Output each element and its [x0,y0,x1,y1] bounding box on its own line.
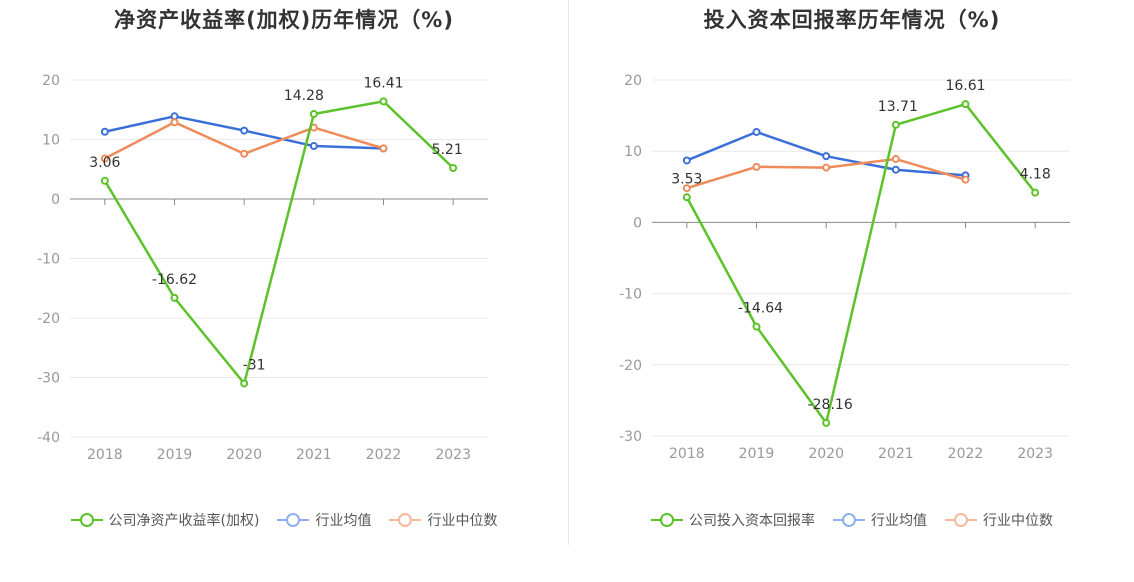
legend-label: 行业均值 [315,513,372,529]
chart-title: 净资产收益率(加权)历年情况（%) [114,8,454,32]
series-line [686,157,966,190]
y-tick-label: -30 [619,429,642,445]
x-tick-label: 2023 [1017,446,1053,462]
legend-item-industry-mean[interactable]: 行业均值 [833,510,927,530]
data-label: -28.16 [808,397,853,413]
data-point [961,100,970,109]
legend-label: 行业中位数 [427,513,498,529]
data-point [752,127,761,136]
series-line [103,100,455,385]
panel-divider [568,0,569,545]
data-label: 16.41 [363,75,403,91]
data-point [891,165,900,174]
chart-legend: 公司投入资本回报率 行业均值 行业中位数 [570,510,1134,530]
data-label: 3.53 [671,171,702,187]
x-tick-label: 2020 [226,447,262,463]
y-tick-label: -10 [37,252,60,268]
y-tick-label: -20 [37,311,60,327]
y-tick-label: -20 [619,358,642,374]
data-point [100,154,109,163]
data-point [891,120,900,129]
data-point [240,126,249,135]
y-tick-label: 10 [624,144,642,160]
data-point [240,149,249,158]
x-tick-label: 2018 [87,447,123,463]
data-point [682,193,691,202]
legend-label: 行业均值 [871,513,927,529]
chart-title: 投入资本回报率历年情况（%) [703,8,1001,32]
y-tick-label: 0 [633,215,642,231]
x-tick-label: 2019 [739,446,775,462]
data-label: 14.28 [284,88,324,104]
legend-label: 公司投入资本回报率 [689,513,815,529]
data-point [379,97,388,106]
y-tick-label: -30 [37,371,60,387]
data-point [309,142,318,151]
legend-item-industry-median[interactable]: 行业中位数 [389,510,497,530]
legend-item-industry-median[interactable]: 行业中位数 [945,510,1053,530]
data-point [891,155,900,164]
data-label: 16.61 [945,78,985,94]
x-tick-label: 2021 [878,446,914,462]
data-point [961,175,970,184]
data-label: -16.62 [152,272,197,288]
data-point [1031,188,1040,197]
legend-line-icon [833,513,865,527]
chart-roe-plot: 20 10 0 -10 -20 -30 -40 2018 2019 2020 2021 2022 202… [37,73,488,463]
y-tick-label: -10 [619,287,642,303]
chart-roe-panel: 净资产收益率(加权)历年情况（%) 20 10 0 -10 -20 -30 -40 2018 2… [0,8,568,530]
legend-label: 行业中位数 [983,513,1053,529]
data-point [822,163,831,172]
series-line [685,102,1037,425]
x-tick-label: 2022 [948,446,984,462]
legend-item-industry-mean[interactable]: 行业均值 [277,510,371,530]
legend-line-icon [70,513,103,527]
data-point [170,293,179,302]
data-point [170,118,179,127]
data-label: 13.71 [878,99,918,115]
data-point [100,176,109,185]
x-tick-label: 2019 [157,447,193,463]
data-label: 4.18 [1020,167,1051,183]
y-tick-label: -40 [37,430,60,446]
data-point [100,127,109,136]
data-point [309,110,318,119]
data-point [379,144,388,153]
chart-legend: 公司净资产收益率(加权) 行业均值 行业中位数 [0,510,568,530]
data-point [682,156,691,165]
x-tick-label: 2022 [366,447,402,463]
data-label: 3.06 [89,155,120,171]
data-point [682,184,691,193]
y-tick-label: 10 [42,133,60,149]
x-tick-label: 2020 [808,446,844,462]
x-tick-label: 2023 [435,447,471,463]
legend-line-icon [389,513,422,527]
data-point [449,164,458,173]
data-point [822,152,831,161]
data-point [240,379,249,388]
legend-line-icon [945,513,977,527]
data-point [752,162,761,171]
chart-roic-plot: 20 10 0 -10 -20 -30 2018 2019 2020 2021 2022 2023 3.… [619,73,1070,462]
data-point [752,322,761,331]
legend-line-icon [651,513,683,527]
data-label: -14.64 [738,301,783,317]
data-label: -31 [243,357,266,373]
legend-item-company[interactable]: 公司投入资本回报率 [651,510,815,530]
y-tick-label: 20 [42,73,60,89]
legend-line-icon [277,513,310,527]
data-point [822,418,831,427]
chart-roic-panel: 投入资本回报率历年情况（%) 20 10 0 -10 -20 -30 2018 2019 202… [570,0,1134,582]
y-tick-label: 20 [624,73,642,89]
legend-label: 公司净资产收益率(加权) [108,513,260,529]
data-label: 5.21 [432,142,463,158]
x-tick-label: 2021 [296,447,332,463]
x-tick-label: 2018 [669,446,705,462]
legend-item-company[interactable]: 公司净资产收益率(加权) [70,510,260,530]
y-tick-label: 0 [51,192,60,208]
